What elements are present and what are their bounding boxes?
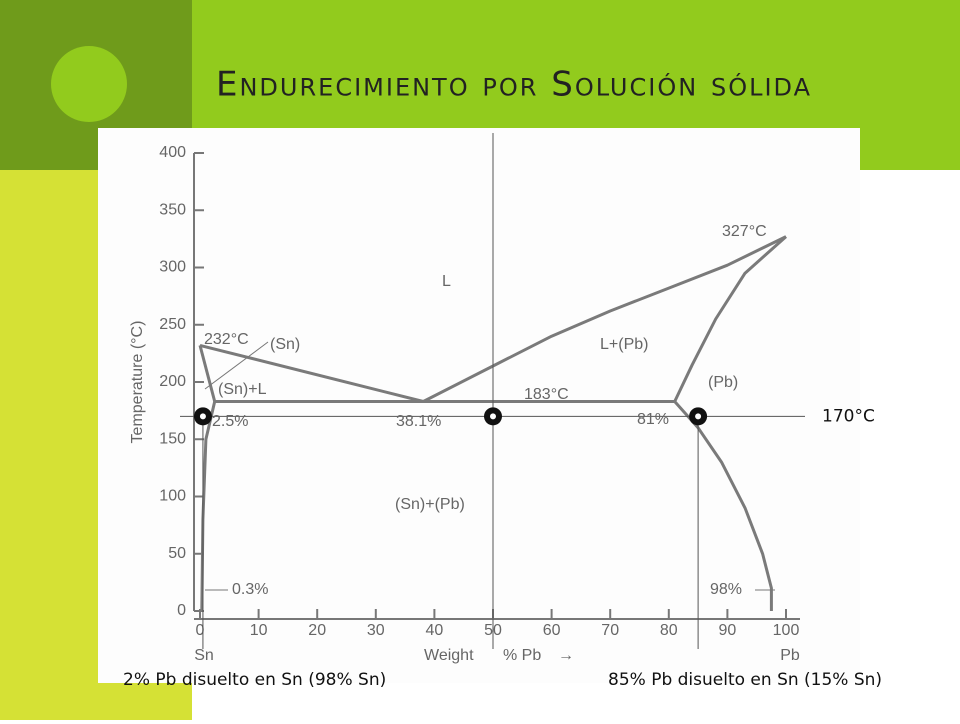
x-axis-label: → [558, 647, 574, 664]
y-tick-label: 300 [159, 259, 186, 276]
x-tick-label: 10 [250, 622, 268, 639]
x-tick-label: 30 [367, 622, 385, 639]
x-tick-label: 40 [426, 622, 444, 639]
annotation: 327°C [722, 223, 767, 240]
region-label: L+(Pb) [600, 336, 648, 353]
x-end-label: Sn [194, 647, 214, 664]
y-tick-label: 50 [168, 545, 186, 562]
region-label: (Pb) [708, 374, 738, 391]
phase-boundary [198, 345, 217, 402]
y-tick-label: 350 [159, 201, 186, 218]
y-tick-label: 200 [159, 373, 186, 390]
y-tick-label: 150 [159, 430, 186, 447]
region-label: (Sn)+(Pb) [395, 496, 465, 513]
x-axis-label: % Pb [503, 647, 541, 664]
point-center [490, 413, 496, 420]
slide-title: Endurecimiento por Solución sólida [216, 65, 812, 105]
x-tick-label: 100 [773, 622, 800, 639]
y-tick-label: 400 [159, 144, 186, 161]
decor-circle [51, 46, 127, 122]
region-label: (Sn)+L [218, 381, 267, 398]
phase-boundary [199, 343, 424, 403]
caption: 2% Pb disuelto en Sn (98% Sn) [123, 670, 386, 690]
x-end-label: Pb [780, 647, 800, 664]
isotherm-label: 170°C [822, 406, 875, 426]
x-tick-label: 90 [719, 622, 737, 639]
x-tick-label: 80 [660, 622, 678, 639]
x-tick-label: 60 [543, 622, 561, 639]
region-label: (Sn) [270, 336, 300, 353]
annotation: 2.5% [212, 413, 248, 430]
x-tick-label: 70 [601, 622, 619, 639]
annotation: 81% [637, 411, 669, 428]
x-tick-label: 20 [308, 622, 326, 639]
annotation: 38.1% [396, 413, 441, 430]
annotation: 98% [710, 581, 742, 598]
annotation: 0.3% [232, 581, 268, 598]
y-tick-label: 0 [177, 602, 186, 619]
annotation: 183°C [524, 386, 569, 403]
x-tick-label: 0 [196, 622, 205, 639]
x-axis-label: Weight [424, 647, 474, 664]
y-tick-label: 100 [159, 488, 186, 505]
annotation: 232°C [204, 331, 249, 348]
point-center [695, 413, 702, 420]
caption: 85% Pb disuelto en Sn (15% Sn) [608, 670, 882, 690]
leader-line [204, 341, 269, 390]
region-label: L [442, 273, 451, 290]
point-center [199, 413, 206, 420]
y-tick-label: 250 [159, 316, 186, 333]
phase-boundary [673, 235, 787, 403]
y-axis-label: Temperature (°C) [129, 321, 146, 444]
